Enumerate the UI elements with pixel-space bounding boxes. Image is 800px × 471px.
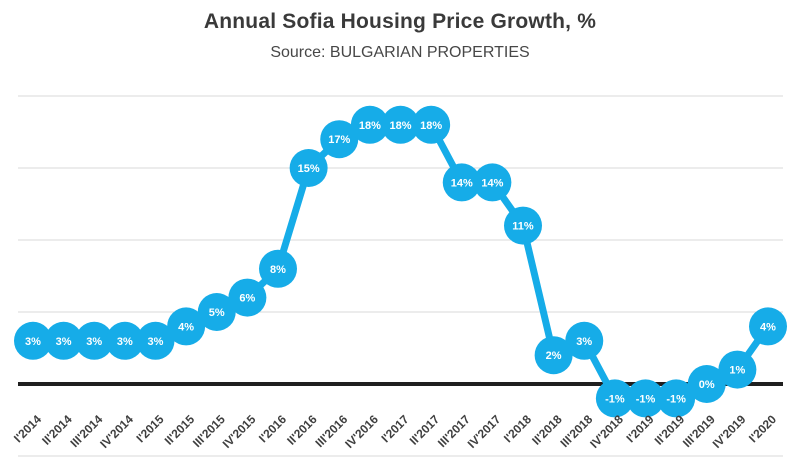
data-point-marker <box>657 379 696 418</box>
data-point-value-label: 6% <box>239 293 255 305</box>
x-axis-tick-label: IV'2017 <box>465 412 504 451</box>
data-point-marker <box>289 149 328 187</box>
x-axis-tick-label: IV'2014 <box>97 412 136 451</box>
x-axis-tick-label: I'2018 <box>501 412 534 445</box>
data-point-value-label: 18% <box>420 120 442 132</box>
data-point-marker <box>504 206 542 245</box>
data-point-marker <box>473 163 512 202</box>
data-point-value-label: 14% <box>451 177 473 189</box>
data-point-value-label: 4% <box>178 321 194 333</box>
data-point-value-label: 15% <box>298 163 320 175</box>
chart-title: Annual Sofia Housing Price Growth, % <box>203 10 597 33</box>
x-axis-tick-label: I'2015 <box>133 412 166 445</box>
chart-subtitle: Source: BULGARIAN PROPERTIES <box>270 44 530 61</box>
x-axis-tick-label: IV'2015 <box>220 412 259 451</box>
x-axis-tick-label: I'2020 <box>746 412 779 445</box>
data-point-value-label: 11% <box>512 221 534 233</box>
x-axis-tick-label: I'2014 <box>11 412 44 445</box>
data-point-value-label: 18% <box>389 120 411 132</box>
data-point-marker <box>197 293 236 331</box>
data-point-marker <box>442 163 481 202</box>
data-point-value-label: 3% <box>148 336 164 348</box>
data-point-value-label: -1% <box>605 393 625 405</box>
data-point-marker <box>320 120 359 159</box>
data-point-value-label: -1% <box>666 393 686 405</box>
data-point-marker <box>136 321 175 360</box>
x-axis-tick-label: I'2019 <box>623 412 656 445</box>
data-point-marker <box>687 365 726 403</box>
data-point-marker <box>105 321 144 360</box>
data-point-value-label: 14% <box>481 177 503 189</box>
data-point-marker <box>167 307 206 346</box>
x-axis-tick-label: I'2017 <box>378 412 411 445</box>
x-axis-tick-label: I'2016 <box>256 412 289 445</box>
data-point-value-label: 8% <box>270 264 286 276</box>
data-point-value-label: 3% <box>117 336 133 348</box>
data-point-marker <box>75 321 114 360</box>
data-point-value-label: 3% <box>86 336 102 348</box>
data-point-value-label: 4% <box>760 321 776 333</box>
data-point-marker <box>749 307 787 346</box>
data-point-marker <box>595 379 634 418</box>
data-point-value-label: 1% <box>729 365 745 377</box>
x-axis-tick-label: IV'2019 <box>710 412 749 451</box>
series-line <box>29 121 772 402</box>
x-axis-tick-label: IV'2018 <box>587 412 626 451</box>
data-point-marker <box>44 321 83 360</box>
x-axis-tick-label: IV'2016 <box>342 412 381 451</box>
data-point-value-label: 3% <box>25 336 41 348</box>
data-point-value-label: 17% <box>328 134 350 146</box>
data-point-value-label: -1% <box>636 393 656 405</box>
data-point-value-label: 18% <box>359 120 381 132</box>
data-point-marker <box>718 350 757 389</box>
data-point-marker <box>565 321 604 360</box>
data-point-marker <box>14 321 52 360</box>
data-point-marker <box>381 105 420 144</box>
data-point-marker <box>412 105 451 144</box>
data-point-value-label: 2% <box>546 350 562 362</box>
data-point-value-label: 3% <box>576 336 592 348</box>
data-point-marker <box>534 336 573 375</box>
data-point-value-label: 0% <box>699 379 715 391</box>
data-point-value-label: 5% <box>209 307 225 319</box>
data-point-marker <box>259 249 297 288</box>
data-point-marker <box>626 379 665 418</box>
data-point-marker <box>228 278 267 317</box>
data-point-marker <box>350 105 389 144</box>
data-point-value-label: 3% <box>56 336 72 348</box>
